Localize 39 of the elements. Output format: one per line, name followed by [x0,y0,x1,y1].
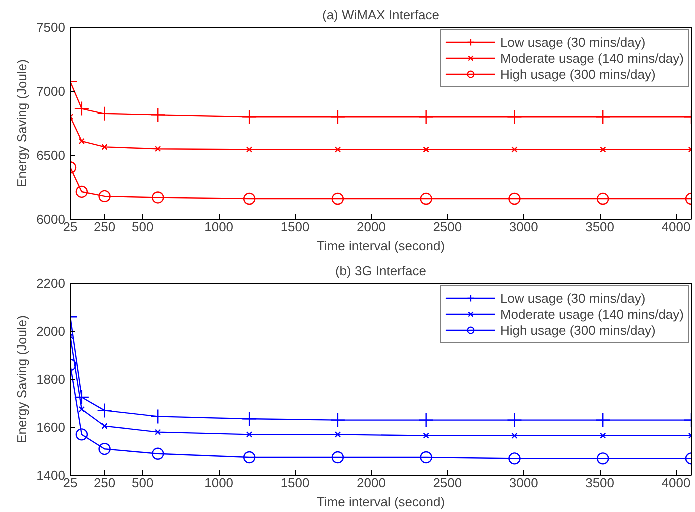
x-axis-title: Time interval (second) [316,494,446,510]
legend-label: Low usage (30 mins/day) [500,290,646,306]
legend-label: Low usage (30 mins/day) [500,34,646,50]
x-tick-label: 4000 [662,476,691,490]
y-tick-label: 1600 [36,420,66,435]
y-tick-label: 6500 [36,148,66,163]
x-tick-label: 1000 [204,220,234,234]
legend-label: High usage (300 mins/day) [500,322,656,338]
x-tick-label: 250 [94,476,116,490]
legend-label: High usage (300 mins/day) [500,66,656,82]
y-axis-title: Energy Saving (Joule) [14,60,30,188]
x-tick-label: 2000 [357,476,386,490]
x-tick-label: 2500 [433,476,462,490]
y-tick-label: 1400 [36,468,66,483]
chart-title: (b) 3G Interface [335,264,427,278]
legend-label: Moderate usage (140 mins/day) [500,50,684,66]
x-tick-label: 2500 [433,220,462,234]
x-tick-label: 3500 [586,476,615,490]
x-tick-label: 500 [132,476,154,490]
chart-title: (a) WiMAX Interface [322,8,440,22]
x-tick-label: 2000 [357,220,386,234]
y-tick-label: 1800 [36,372,66,387]
y-tick-label: 2000 [36,324,66,339]
y-tick-label: 7000 [36,84,66,99]
y-tick-label: 6000 [36,212,66,227]
y-axis-title: Energy Saving (Joule) [14,316,30,444]
x-axis-title: Time interval (second) [316,238,446,254]
y-tick-label: 2200 [36,276,66,291]
legend-label: Moderate usage (140 mins/day) [500,306,684,322]
y-tick-label: 7500 [36,20,66,35]
x-tick-label: 250 [94,220,116,234]
x-tick-label: 1000 [204,476,234,490]
x-tick-label: 4000 [662,220,691,234]
x-tick-label: 3500 [586,220,615,234]
x-tick-label: 3000 [509,476,538,490]
x-tick-label: 1500 [280,220,310,234]
x-tick-label: 500 [132,220,154,234]
x-tick-label: 3000 [509,220,538,234]
x-tick-label: 1500 [280,476,310,490]
